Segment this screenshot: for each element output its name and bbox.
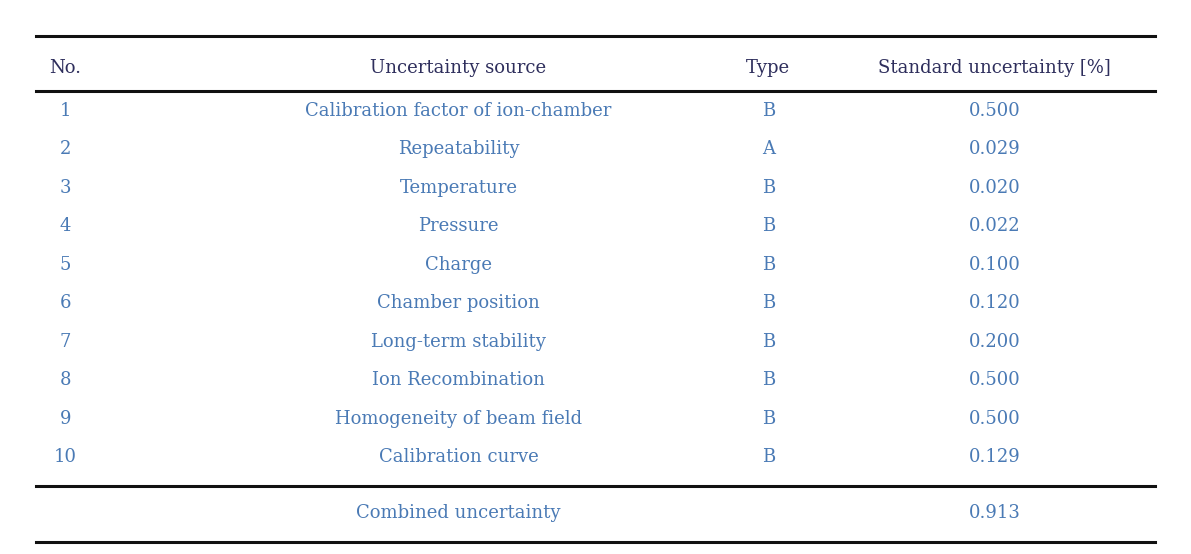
Text: 9: 9 <box>60 410 71 428</box>
Text: 2: 2 <box>60 140 71 158</box>
Text: 0.120: 0.120 <box>968 294 1021 312</box>
Text: B: B <box>761 333 775 351</box>
Text: 0.100: 0.100 <box>968 256 1021 274</box>
Text: Calibration curve: Calibration curve <box>379 448 538 466</box>
Text: Combined uncertainty: Combined uncertainty <box>356 504 561 522</box>
Text: Long-term stability: Long-term stability <box>372 333 545 351</box>
Text: Charge: Charge <box>425 256 492 274</box>
Text: B: B <box>761 217 775 235</box>
Text: 5: 5 <box>60 256 71 274</box>
Text: Ion Recombination: Ion Recombination <box>372 371 545 389</box>
Text: 0.029: 0.029 <box>968 140 1021 158</box>
Text: 0.129: 0.129 <box>968 448 1021 466</box>
Text: B: B <box>761 102 775 120</box>
Text: 8: 8 <box>60 371 71 389</box>
Text: 1: 1 <box>60 102 71 120</box>
Text: 0.020: 0.020 <box>968 179 1021 197</box>
Text: Calibration factor of ion-chamber: Calibration factor of ion-chamber <box>305 102 612 120</box>
Text: 10: 10 <box>54 448 77 466</box>
Text: Type: Type <box>746 59 791 76</box>
Text: 0.200: 0.200 <box>968 333 1021 351</box>
Text: 6: 6 <box>60 294 71 312</box>
Text: Pressure: Pressure <box>418 217 499 235</box>
Text: 3: 3 <box>60 179 71 197</box>
Text: Uncertainty source: Uncertainty source <box>370 59 547 76</box>
Text: Repeatability: Repeatability <box>398 140 519 158</box>
Text: 0.500: 0.500 <box>968 410 1021 428</box>
Text: A: A <box>762 140 774 158</box>
Text: 4: 4 <box>60 217 71 235</box>
Text: B: B <box>761 256 775 274</box>
Text: 0.022: 0.022 <box>968 217 1021 235</box>
Text: B: B <box>761 371 775 389</box>
Text: 0.500: 0.500 <box>968 371 1021 389</box>
Text: Homogeneity of beam field: Homogeneity of beam field <box>335 410 582 428</box>
Text: Chamber position: Chamber position <box>378 294 540 312</box>
Text: B: B <box>761 179 775 197</box>
Text: 7: 7 <box>60 333 71 351</box>
Text: 0.500: 0.500 <box>968 102 1021 120</box>
Text: 0.913: 0.913 <box>968 504 1021 522</box>
Text: Standard uncertainty [%]: Standard uncertainty [%] <box>878 59 1111 76</box>
Text: No.: No. <box>50 59 81 76</box>
Text: B: B <box>761 410 775 428</box>
Text: B: B <box>761 448 775 466</box>
Text: B: B <box>761 294 775 312</box>
Text: Temperature: Temperature <box>399 179 518 197</box>
